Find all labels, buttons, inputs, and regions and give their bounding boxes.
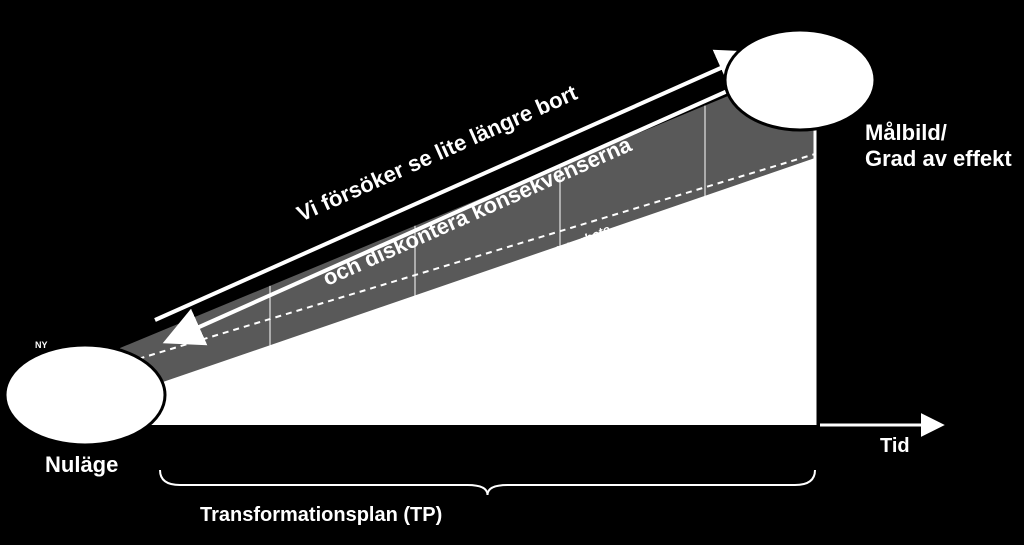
time-axis-label: Tid <box>880 435 910 457</box>
left-ellipse <box>5 345 165 445</box>
right-ellipse-label-line2: Grad av effekt <box>865 146 1012 171</box>
bottom-brace-label: Transformationsplan (TP) <box>200 504 442 526</box>
left-ellipse-label: Nuläge <box>45 452 118 477</box>
tiny-label: NY <box>35 340 48 350</box>
right-ellipse-label-line1: Målbild/ <box>865 120 947 145</box>
inner-triangle <box>125 158 815 425</box>
right-ellipse <box>725 30 875 130</box>
bottom-brace <box>160 470 815 495</box>
